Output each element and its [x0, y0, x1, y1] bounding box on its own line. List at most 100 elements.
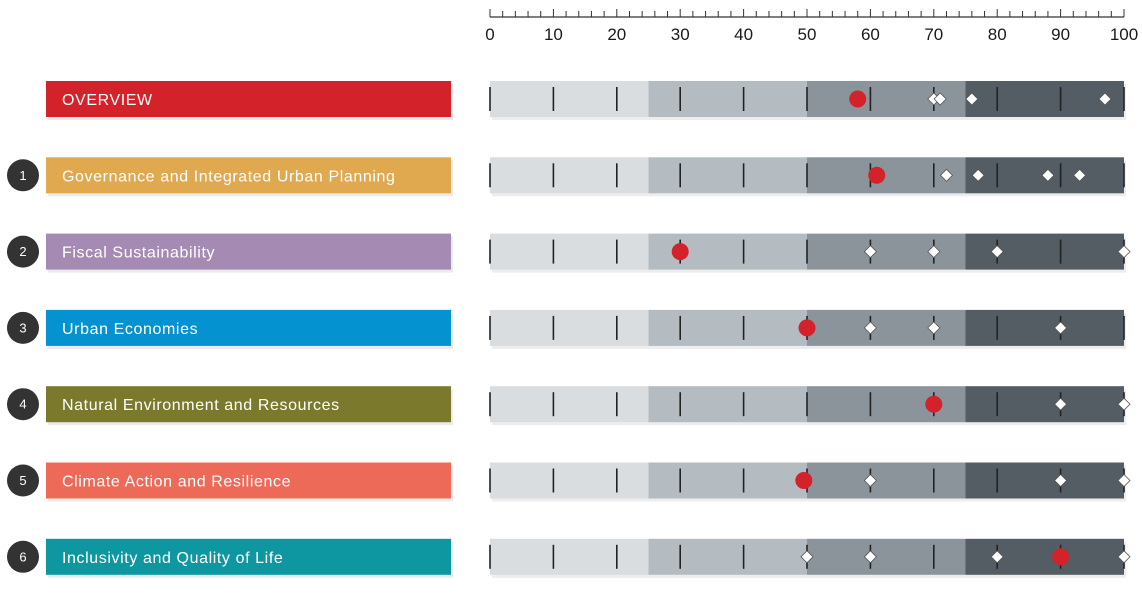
chart-rows: OVERVIEW 1 Governance and Integrated Urban…	[7, 81, 1131, 578]
range-band	[648, 157, 807, 194]
category-label: OVERVIEW	[62, 92, 153, 109]
row-number: 2	[19, 244, 26, 259]
range-band	[490, 309, 649, 346]
score-marker	[1052, 548, 1070, 566]
row-overview: OVERVIEW	[46, 81, 1126, 120]
range-band	[807, 462, 966, 499]
category-label-box	[46, 309, 451, 346]
category-label-box	[46, 386, 451, 423]
category-label-box	[46, 81, 451, 117]
benchmark-marker	[1054, 321, 1068, 335]
row-number-badge	[7, 235, 39, 268]
axis-tick-label: 100	[1110, 25, 1138, 44]
row-number-badge	[7, 540, 39, 573]
axis-tick-label: 40	[734, 25, 753, 44]
x-axis: 0 10 20 30 40 50 60 70 80 90 100	[485, 9, 1138, 44]
category-label: Natural Environment and Resources	[62, 397, 340, 414]
benchmark-marker	[1117, 245, 1131, 259]
row-6: 6 Inclusivity and Quality of Life	[7, 538, 1131, 578]
category-label: Fiscal Sustainability	[62, 245, 215, 262]
benchmark-marker	[1117, 397, 1131, 411]
benchmark-marker	[927, 321, 941, 335]
axis-tick-label: 20	[607, 25, 626, 44]
benchmark-marker	[1054, 473, 1068, 488]
row-3: 3 Urban Economies	[7, 309, 1126, 349]
range-band	[490, 233, 649, 270]
range-band	[965, 81, 1124, 117]
range-band	[490, 157, 649, 194]
category-label: Governance and Integrated Urban Planning	[62, 168, 396, 185]
axis-tick-label: 50	[798, 25, 817, 44]
range-band	[648, 81, 807, 117]
row-number: 5	[19, 473, 26, 488]
category-label: Inclusivity and Quality of Life	[62, 550, 283, 567]
category-label-box	[46, 157, 451, 194]
row-number-badge	[7, 311, 39, 344]
row-number: 1	[19, 168, 26, 183]
range-band	[965, 386, 1124, 423]
row-2: 2 Fiscal Sustainability	[7, 233, 1131, 273]
benchmark-marker	[1117, 550, 1131, 564]
benchmark-marker	[939, 168, 954, 182]
benchmark-marker	[863, 245, 877, 259]
benchmark-marker	[1117, 473, 1131, 488]
range-band	[807, 157, 966, 194]
benchmark-marker	[965, 92, 979, 106]
benchmark-marker	[1054, 397, 1068, 411]
benchmark-marker	[800, 550, 814, 564]
score-marker	[925, 395, 943, 413]
row-number: 3	[19, 320, 26, 335]
axis-tick-label: 70	[924, 25, 943, 44]
score-marker	[798, 319, 816, 337]
benchmark-marker	[971, 168, 985, 182]
benchmark-marker	[990, 245, 1004, 259]
score-marker	[671, 243, 689, 261]
range-band	[807, 233, 966, 270]
benchmark-marker	[1098, 92, 1112, 106]
axis-tick-label: 0	[485, 25, 494, 44]
range-band	[490, 462, 649, 499]
range-band	[648, 538, 807, 575]
axis-tick-label: 60	[861, 25, 880, 44]
axis-tick-label: 80	[988, 25, 1007, 44]
row-number-badge	[7, 159, 39, 192]
category-label: Urban Economies	[62, 321, 198, 338]
benchmark-marker	[927, 245, 941, 259]
benchmark-marker	[1073, 168, 1087, 182]
axis-tick-label: 10	[544, 25, 563, 44]
axis-tick-label: 90	[1051, 25, 1070, 44]
range-band	[965, 233, 1124, 270]
range-band	[490, 538, 649, 575]
category-label: Climate Action and Resilience	[62, 474, 291, 491]
row-1: 1 Governance and Integrated Urban Plannin…	[7, 157, 1126, 197]
range-band	[490, 386, 649, 423]
benchmark-marker	[863, 550, 877, 564]
range-band	[965, 462, 1124, 499]
row-number-badge	[7, 388, 39, 421]
row-number: 4	[19, 397, 26, 412]
benchmark-marker	[863, 321, 877, 335]
row-4: 4 Natural Environment and Resources	[7, 386, 1131, 426]
row-number-badge	[7, 464, 39, 497]
benchmark-marker	[990, 550, 1004, 564]
range-band	[490, 81, 649, 117]
range-band	[807, 309, 966, 346]
range-band	[965, 538, 1124, 575]
category-label-box	[46, 462, 451, 499]
category-label-box	[46, 233, 451, 270]
benchmark-marker	[863, 473, 877, 488]
score-marker	[795, 472, 813, 489]
range-band	[807, 538, 966, 575]
benchmark-marker	[933, 92, 947, 106]
range-band	[648, 309, 807, 346]
axis-tick-label: 30	[671, 25, 690, 44]
range-band	[648, 386, 807, 423]
row-number: 6	[19, 549, 26, 564]
range-band	[648, 462, 807, 499]
row-5: 5 Climate Action and Resilience	[7, 462, 1131, 502]
category-label-box	[46, 538, 451, 575]
score-marker	[868, 166, 886, 184]
benchmark-marker	[1041, 168, 1055, 182]
score-marker	[849, 90, 867, 108]
